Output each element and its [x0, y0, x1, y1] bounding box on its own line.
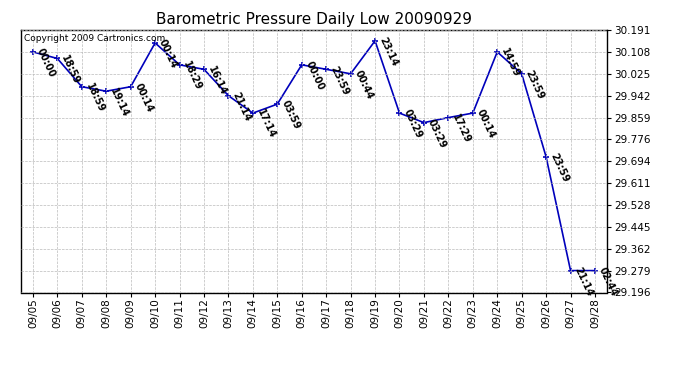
Text: 23:14: 23:14	[377, 36, 399, 68]
Text: 21:14: 21:14	[230, 91, 253, 123]
Text: 18:59: 18:59	[83, 82, 106, 114]
Text: 17:29: 17:29	[451, 112, 473, 145]
Text: 03:29: 03:29	[426, 118, 448, 150]
Text: 00:00: 00:00	[304, 60, 326, 92]
Title: Barometric Pressure Daily Low 20090929: Barometric Pressure Daily Low 20090929	[156, 12, 472, 27]
Text: 03:29: 03:29	[402, 108, 424, 140]
Text: 23:59: 23:59	[524, 69, 546, 101]
Text: 23:59: 23:59	[328, 64, 351, 97]
Text: 00:14: 00:14	[157, 38, 179, 70]
Text: 14:59: 14:59	[499, 47, 522, 79]
Text: Copyright 2009 Cartronics.com: Copyright 2009 Cartronics.com	[23, 34, 165, 43]
Text: 16:14: 16:14	[206, 64, 228, 97]
Text: 21:14: 21:14	[573, 266, 595, 298]
Text: 00:44: 00:44	[353, 69, 375, 101]
Text: 02:44: 02:44	[597, 266, 619, 298]
Text: 23:59: 23:59	[548, 152, 570, 184]
Text: 00:00: 00:00	[35, 47, 57, 79]
Text: 03:59: 03:59	[279, 99, 302, 131]
Text: 18:29: 18:29	[181, 60, 204, 92]
Text: 00:14: 00:14	[132, 82, 155, 114]
Text: 18:59: 18:59	[59, 54, 81, 86]
Text: 00:14: 00:14	[475, 108, 497, 140]
Text: 19:14: 19:14	[108, 86, 130, 118]
Text: 17:14: 17:14	[255, 108, 277, 140]
